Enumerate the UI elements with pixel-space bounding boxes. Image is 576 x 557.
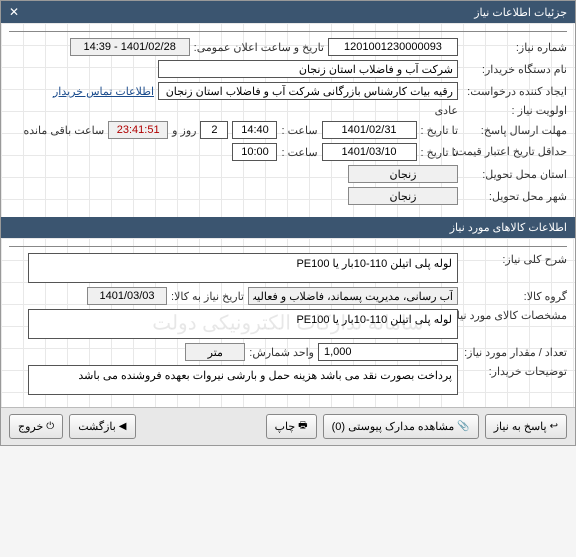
need-no-field[interactable] bbox=[328, 38, 458, 56]
divider bbox=[9, 31, 567, 32]
row-requester: ایجاد کننده درخواست: اطلاعات تماس خریدار bbox=[9, 82, 567, 100]
print-icon: 🖶 bbox=[298, 418, 307, 435]
row-buyer-org: نام دستگاه خریدار: bbox=[9, 60, 567, 78]
exit-button-label: خروج bbox=[18, 420, 43, 433]
respond-button-label: پاسخ به نیاز bbox=[494, 420, 547, 433]
attachment-icon: 📎 bbox=[457, 421, 469, 432]
attachments-button[interactable]: 📎 مشاهده مدارک پیوستی (0) bbox=[323, 414, 479, 439]
print-button-label: چاپ bbox=[275, 420, 296, 433]
row-city: شهر محل تحویل: bbox=[9, 187, 567, 205]
requester-field[interactable] bbox=[158, 82, 458, 100]
row-need-no: شماره نیاز: تاریخ و ساعت اعلان عمومی: bbox=[9, 38, 567, 56]
notes-field[interactable] bbox=[28, 365, 458, 395]
section-general: شماره نیاز: تاریخ و ساعت اعلان عمومی: نا… bbox=[1, 23, 575, 217]
spec-label: مشخصات کالای مورد نیاز: bbox=[462, 309, 567, 322]
time-label-2: ساعت : bbox=[281, 146, 317, 159]
qty-label: تعداد / مقدار مورد نیاز: bbox=[462, 346, 567, 359]
row-deadline: مهلت ارسال پاسخ: تا تاریخ : ساعت : روز و… bbox=[9, 121, 567, 139]
time-label-1: ساعت : bbox=[281, 124, 317, 137]
row-priority: اولویت نیاز : عادی bbox=[9, 104, 567, 117]
row-qty: تعداد / مقدار مورد نیاز: واحد شمارش: bbox=[9, 343, 567, 361]
group-label: گروه کالا: bbox=[462, 290, 567, 303]
valid-time-field[interactable] bbox=[232, 143, 277, 161]
city-label: شهر محل تحویل: bbox=[462, 190, 567, 203]
spacer bbox=[142, 414, 260, 439]
section-goods-title: اطلاعات کالاهای مورد نیاز bbox=[450, 222, 567, 234]
divider-2 bbox=[9, 246, 567, 247]
need-date-label: تاریخ نیاز به کالا: bbox=[171, 290, 244, 303]
requester-label: ایجاد کننده درخواست: bbox=[462, 85, 567, 98]
announce-field bbox=[70, 38, 190, 56]
province-field bbox=[348, 165, 458, 183]
reply-icon: ↩ bbox=[550, 421, 558, 432]
section-goods-header: اطلاعات کالاهای مورد نیاز bbox=[1, 217, 575, 238]
announce-label: تاریخ و ساعت اعلان عمومی: bbox=[194, 41, 324, 54]
contact-link[interactable]: اطلاعات تماس خریدار bbox=[53, 85, 154, 98]
unit-label: واحد شمارش: bbox=[249, 346, 314, 359]
row-notes: توضیحات خریدار: bbox=[9, 365, 567, 395]
back-icon: ◀ bbox=[119, 421, 127, 432]
to-date-label: تا تاریخ : bbox=[421, 124, 458, 137]
back-button-label: بازگشت bbox=[78, 420, 116, 433]
desc-field[interactable] bbox=[28, 253, 458, 283]
priority-label: اولویت نیاز : bbox=[462, 104, 567, 117]
countdown-field bbox=[108, 121, 168, 139]
row-spec: مشخصات کالای مورد نیاز: bbox=[9, 309, 567, 339]
button-bar: ↩ پاسخ به نیاز 📎 مشاهده مدارک پیوستی (0)… bbox=[1, 407, 575, 445]
close-icon[interactable]: ✕ bbox=[9, 5, 19, 19]
remain-label: ساعت باقی مانده bbox=[23, 124, 104, 137]
window: جزئیات اطلاعات نیاز ✕ شماره نیاز: تاریخ … bbox=[0, 0, 576, 446]
need-no-label: شماره نیاز: bbox=[462, 41, 567, 54]
qty-field[interactable] bbox=[318, 343, 458, 361]
validity-label: حداقل تاریخ اعتبار قیمت: bbox=[462, 146, 567, 158]
row-province: استان محل تحویل: bbox=[9, 165, 567, 183]
row-group: گروه کالا: تاریخ نیاز به کالا: bbox=[9, 287, 567, 305]
to-date-label-2: تا تاریخ : bbox=[421, 146, 458, 159]
deadline-label: مهلت ارسال پاسخ: bbox=[462, 124, 567, 137]
deadline-time-field[interactable] bbox=[232, 121, 277, 139]
spec-field[interactable] bbox=[28, 309, 458, 339]
row-desc: شرح کلی نیاز: bbox=[9, 253, 567, 283]
province-label: استان محل تحویل: bbox=[462, 168, 567, 181]
group-field bbox=[248, 287, 458, 305]
days-field[interactable] bbox=[200, 121, 228, 139]
deadline-date-field[interactable] bbox=[322, 121, 417, 139]
desc-label: شرح کلی نیاز: bbox=[462, 253, 567, 266]
back-button[interactable]: ◀ بازگشت bbox=[69, 414, 135, 439]
section-goods: سامانه تدارکات الکترونیکی دولت شرح کلی ن… bbox=[1, 238, 575, 407]
row-validity: حداقل تاریخ اعتبار قیمت: تا تاریخ : ساعت… bbox=[9, 143, 567, 161]
valid-date-field[interactable] bbox=[322, 143, 417, 161]
titlebar: جزئیات اطلاعات نیاز ✕ bbox=[1, 1, 575, 23]
notes-label: توضیحات خریدار: bbox=[462, 365, 567, 378]
city-field bbox=[348, 187, 458, 205]
days-and-label: روز و bbox=[172, 124, 196, 137]
exit-button[interactable]: ⏻ خروج bbox=[9, 414, 63, 439]
print-button[interactable]: 🖶 چاپ bbox=[266, 414, 317, 439]
priority-value: عادی bbox=[435, 104, 458, 117]
exit-icon: ⏻ bbox=[46, 421, 54, 432]
attachments-button-label: مشاهده مدارک پیوستی (0) bbox=[332, 420, 455, 433]
buyer-org-field[interactable] bbox=[158, 60, 458, 78]
window-title: جزئیات اطلاعات نیاز bbox=[474, 6, 567, 19]
respond-button[interactable]: ↩ پاسخ به نیاز bbox=[485, 414, 567, 439]
need-date-field bbox=[87, 287, 167, 305]
buyer-org-label: نام دستگاه خریدار: bbox=[462, 63, 567, 76]
unit-field bbox=[185, 343, 245, 361]
